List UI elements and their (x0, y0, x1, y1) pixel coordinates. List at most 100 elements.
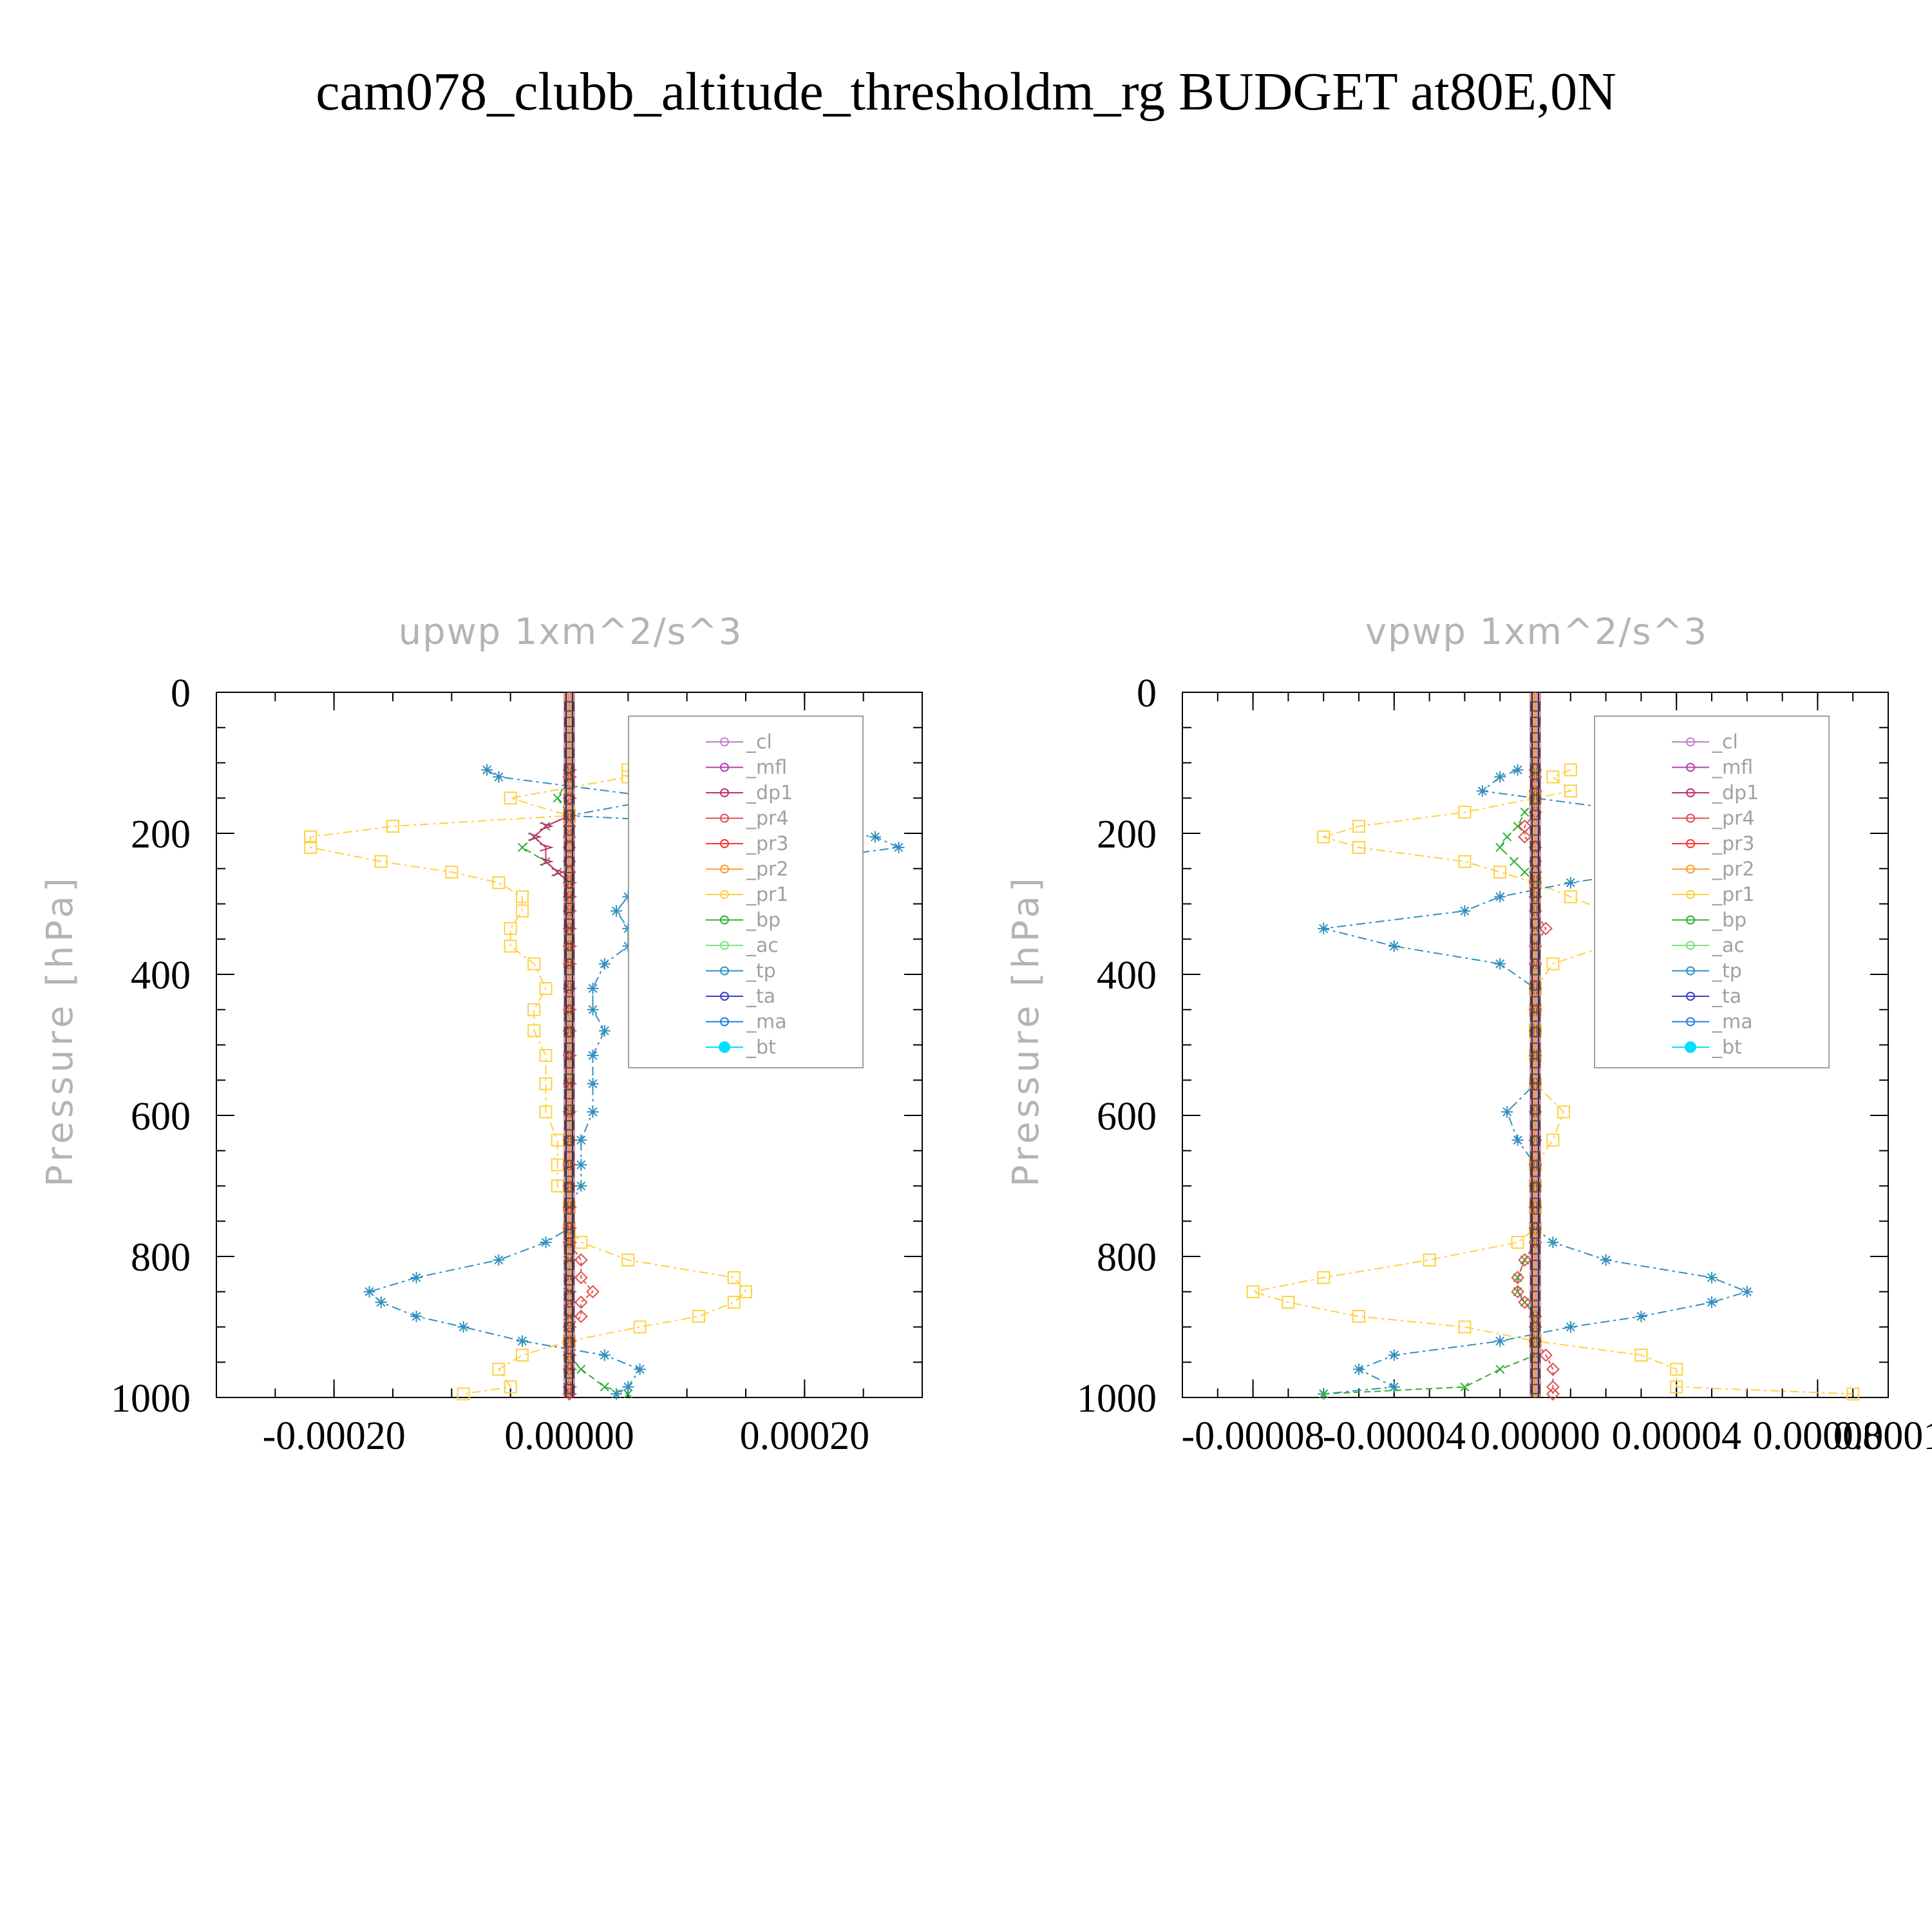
zero-band-marker (1530, 1151, 1540, 1162)
data-point-pr1-28 (1423, 1253, 1436, 1267)
data-point-bp-8 (1510, 857, 1519, 866)
data-point-pr1-22 (1546, 1133, 1560, 1147)
data-point-tp-0 (1511, 764, 1524, 776)
series-line-tp (368, 769, 902, 1395)
zero-band-marker (564, 1011, 574, 1022)
legend-marker (720, 941, 729, 950)
zero-band-marker (564, 1057, 574, 1068)
data-point-tp-27 (1547, 1236, 1559, 1249)
data-point-tp-21 (1501, 1106, 1513, 1118)
data-point-tp-30 (1741, 1285, 1753, 1298)
y-axis-label-upwp: Pressure [hPa] (39, 874, 81, 1187)
legend-item-cl: _cl (706, 731, 772, 753)
data-point-pr4-38 (1546, 1387, 1560, 1401)
data-point-pr4-6 (1518, 830, 1531, 844)
zero-band-marker (1530, 918, 1540, 929)
data-point-pr1-0 (1564, 763, 1577, 777)
legend-label: _ma (746, 1011, 787, 1034)
zero-band-marker (1530, 934, 1540, 945)
legend-label: _ma (1712, 1011, 1753, 1034)
data-point-tp-36 (1353, 1363, 1365, 1376)
data-point-tp-20 (587, 1106, 599, 1118)
zero-band-marker (564, 1151, 574, 1162)
y-tick-label: 400 (1097, 954, 1157, 998)
legend-label: _pr4 (746, 808, 788, 830)
x-tick-label: -0.00008 (1182, 1414, 1325, 1458)
data-point-tp-0 (481, 764, 493, 776)
data-point-pr1-5 (304, 830, 317, 844)
zero-band-marker (564, 1337, 574, 1348)
zero-band-marker (1530, 1291, 1540, 1302)
data-point-pr1-1 (1546, 770, 1560, 784)
data-point-tp-16 (587, 1003, 599, 1016)
series-line-pr1 (1253, 769, 1853, 1395)
data-point-pr1-35 (1634, 1349, 1648, 1362)
zero-band-marker (564, 763, 574, 774)
data-point-pr1-28 (727, 1271, 741, 1284)
zero-band-marker (1530, 1352, 1540, 1363)
data-point-pr1-13 (504, 940, 517, 953)
legend-label: _pr3 (1712, 833, 1754, 855)
zero-band-marker (1530, 1197, 1540, 1208)
data-point-pr1-20 (539, 1105, 553, 1119)
data-point-pr1-8 (1458, 855, 1472, 868)
y-tick-label: 1000 (111, 1377, 191, 1421)
legend-item-dp1: _dp1 (1672, 782, 1759, 804)
zero-band-marker (1530, 1089, 1540, 1100)
data-point-pr4-35 (1539, 1348, 1553, 1362)
data-point-pr1-19 (539, 1077, 553, 1090)
zero-band-marker (1530, 1306, 1540, 1317)
data-point-bp-35 (576, 1365, 586, 1374)
zero-band-marker (1530, 1120, 1540, 1131)
data-point-pr1-2 (1564, 784, 1577, 798)
data-point-tp-12 (1459, 905, 1471, 917)
zero-band-marker (1530, 825, 1540, 836)
legend-label: _bt (746, 1036, 776, 1059)
legend-label: _tp (1712, 960, 1742, 983)
legend-marker (720, 737, 729, 746)
data-point-pr4-36 (1546, 1362, 1560, 1376)
legend-marker (1686, 762, 1695, 772)
data-point-tp-32 (457, 1321, 469, 1333)
data-point-pr1-15 (539, 981, 553, 995)
data-point-pr4-37 (1546, 1380, 1560, 1394)
zero-band-marker (1530, 763, 1540, 774)
data-point-tp-32 (1635, 1311, 1647, 1323)
data-point-pr1-27 (621, 1253, 635, 1267)
legend-label: _mfl (1712, 757, 1753, 779)
data-point-pr4-28 (1518, 1253, 1531, 1267)
zero-band-marker (564, 918, 574, 929)
zero-band-marker (564, 1104, 574, 1115)
zero-band-marker (564, 934, 574, 945)
data-point-tp-21 (575, 1134, 587, 1146)
y-tick-label: 200 (1097, 813, 1157, 857)
data-point-bp-36 (600, 1382, 609, 1392)
y-tick-label: 0 (171, 672, 191, 715)
data-point-bp-5 (1513, 822, 1522, 831)
y-tick-label: 200 (131, 813, 191, 857)
zero-band-marker (564, 1383, 574, 1394)
data-point-tp-5 (869, 831, 881, 843)
legend-item-bt: _bt (1672, 1036, 1742, 1059)
zero-band-marker (1530, 1260, 1540, 1271)
data-point-tp-28 (1600, 1254, 1612, 1266)
legend-item-ac: _ac (1672, 934, 1745, 957)
data-point-pr1-6 (1317, 830, 1331, 844)
data-point-pr1-7 (1352, 840, 1365, 854)
data-point-tp-6 (893, 841, 905, 853)
zero-band-marker (564, 1074, 574, 1084)
legend-marker (1686, 864, 1695, 874)
y-tick-label: 800 (1097, 1236, 1157, 1280)
data-point-pr4-27 (574, 1253, 588, 1267)
zero-band-marker (564, 996, 574, 1007)
data-point-tp-33 (516, 1335, 528, 1347)
data-point-pr4-30 (574, 1295, 588, 1309)
zero-band-marker (564, 1291, 574, 1302)
data-point-tp-33 (1564, 1321, 1577, 1333)
zero-band-marker (564, 965, 574, 976)
data-point-tp-35 (634, 1363, 646, 1376)
zero-band-marker (1530, 732, 1540, 743)
data-point-pr1-15 (1546, 957, 1560, 971)
legend-label: _bp (746, 909, 781, 932)
legend-item-mfl: _mfl (1672, 757, 1753, 779)
